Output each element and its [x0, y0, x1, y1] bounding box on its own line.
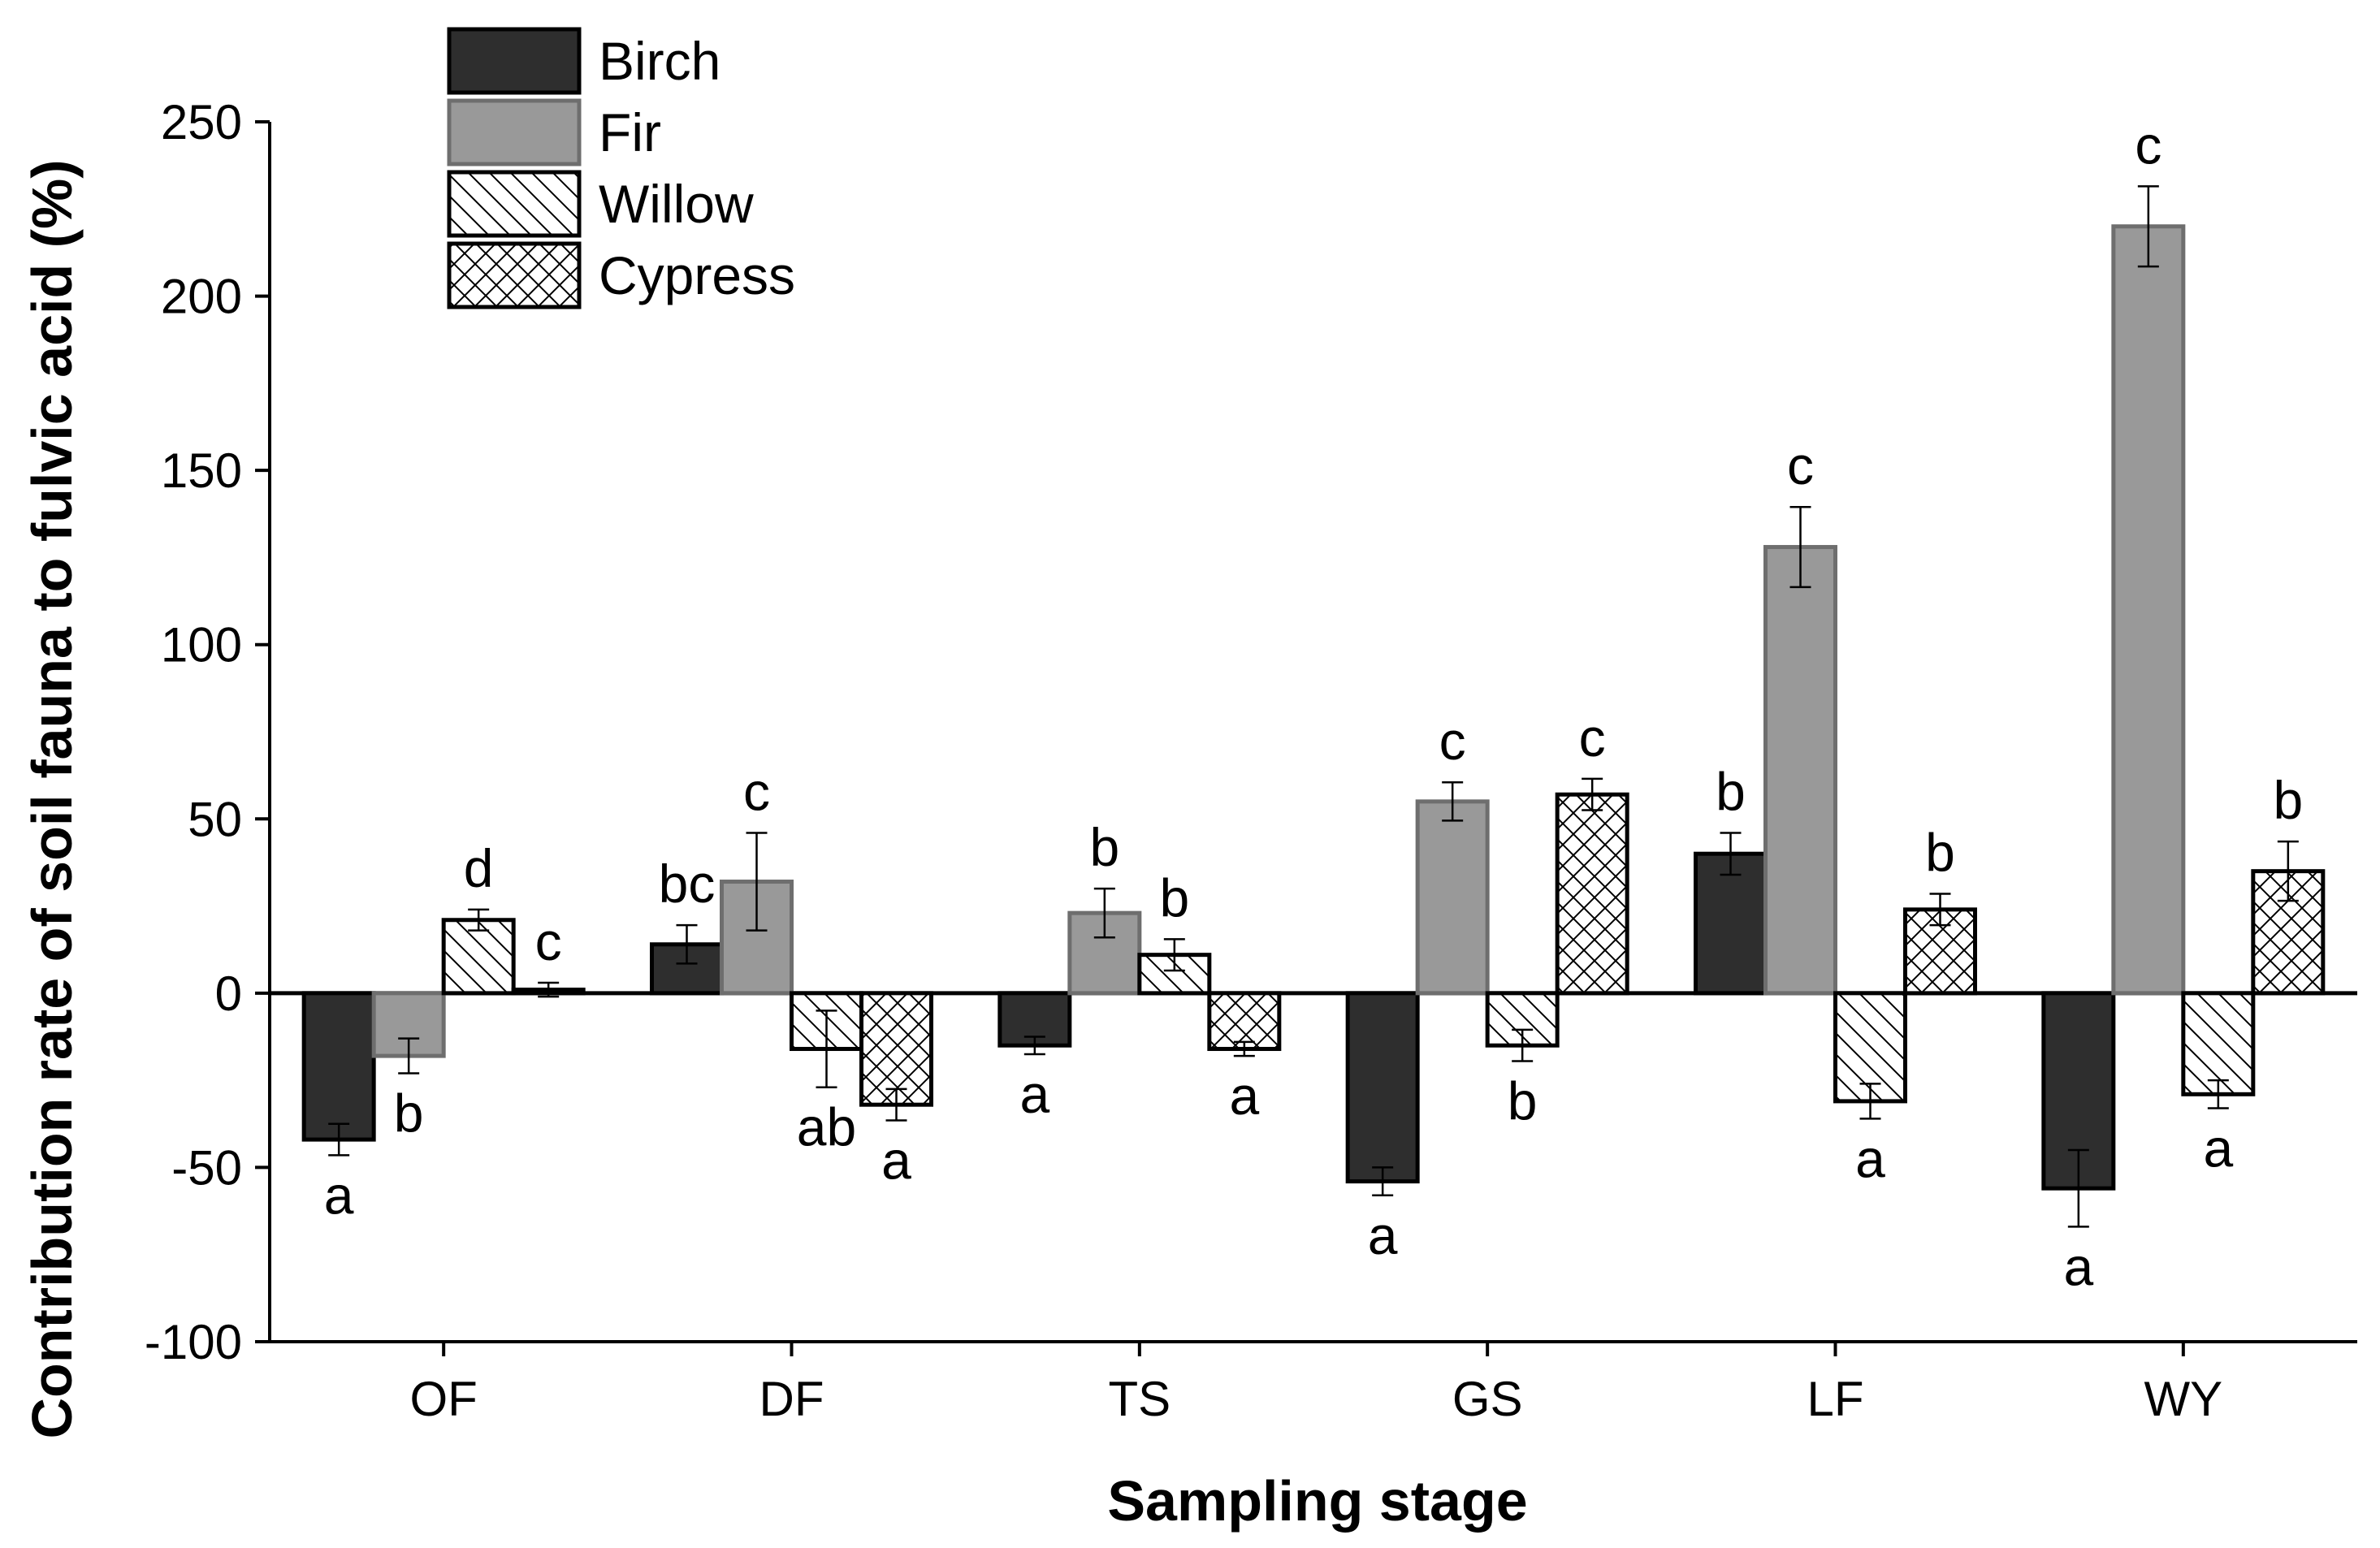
y-tick-label: 50 — [188, 792, 242, 846]
bar-birch — [1345, 991, 1420, 1184]
bar-willow — [441, 918, 516, 996]
legend-label-birch: Birch — [599, 31, 720, 91]
significance-letter-willow: ab — [797, 1097, 856, 1157]
bar-willow — [2181, 991, 2256, 1096]
x-tick-label: GS — [1452, 1372, 1523, 1426]
y-tick-label: 100 — [161, 618, 242, 672]
bar-fir — [2111, 224, 2186, 996]
legend-label-fir: Fir — [599, 102, 661, 162]
significance-letter-cypress: b — [2273, 770, 2303, 830]
x-tick-label: LF — [1807, 1372, 1863, 1426]
bar-cypress — [859, 991, 933, 1107]
y-tick-label: 150 — [161, 443, 242, 498]
legend-swatch-cypress — [447, 241, 582, 309]
significance-letter-birch: bc — [659, 854, 716, 914]
y-tick-label: 250 — [161, 95, 242, 149]
legend: Birch Fir Willow Cypress — [447, 27, 795, 309]
y-tick-label: -50 — [171, 1140, 242, 1195]
x-axis-title: Sampling stage — [1107, 1469, 1527, 1533]
significance-letter-willow: d — [464, 838, 494, 898]
significance-letter-birch: a — [1368, 1205, 1398, 1265]
bar-fir — [1763, 545, 1837, 996]
bar-birch — [301, 991, 376, 1142]
significance-letter-fir: b — [1089, 817, 1119, 877]
bar-cypress — [1555, 792, 1629, 996]
significance-letter-birch: a — [324, 1165, 354, 1225]
significance-letter-cypress: b — [1925, 823, 1955, 883]
legend-label-willow: Willow — [599, 174, 754, 234]
significance-letter-cypress: c — [535, 911, 562, 971]
significance-letter-willow: b — [1159, 867, 1189, 928]
y-tick-label: -100 — [145, 1315, 242, 1369]
legend-swatch-fir — [447, 98, 582, 166]
y-axis-title: Contribution rate of soil fauna to fulvi… — [20, 159, 84, 1438]
bar-fir — [1415, 799, 1490, 996]
legend-label-cypress: Cypress — [599, 245, 795, 305]
x-tick-label: OF — [410, 1372, 478, 1426]
significance-letter-willow: a — [2203, 1118, 2233, 1178]
significance-letter-cypress: c — [1579, 707, 1606, 768]
significance-letter-fir: c — [743, 761, 770, 821]
significance-letter-cypress: a — [1229, 1066, 1259, 1126]
bars — [301, 224, 2326, 1191]
significance-letter-fir: c — [1787, 435, 1814, 495]
x-tick-label: DF — [759, 1372, 824, 1426]
significance-letter-birch: a — [1019, 1064, 1049, 1124]
x-tick-label: TS — [1108, 1372, 1171, 1426]
significance-letter-fir: c — [1439, 711, 1466, 771]
y-tick-label: 200 — [161, 270, 242, 324]
significance-letter-birch: a — [2063, 1236, 2093, 1296]
axes: -100 -50 0 50 100 150 200 250 OF DF TS GS LF WY — [145, 95, 2357, 1426]
y-tick-label: 0 — [215, 966, 242, 1021]
significance-letter-fir: c — [2135, 115, 2161, 175]
significance-letter-willow: b — [1508, 1071, 1538, 1131]
legend-swatch-birch — [447, 27, 582, 95]
bar-cypress — [1207, 991, 1282, 1052]
legend-swatch-willow — [447, 170, 582, 238]
significance-letter-cypress: a — [881, 1130, 911, 1190]
significance-letter-birch: b — [1716, 761, 1746, 821]
x-tick-label: WY — [2144, 1372, 2223, 1426]
error-bars — [328, 185, 2299, 1228]
significance-letter-willow: a — [1855, 1128, 1885, 1188]
significance-letter-fir: b — [394, 1083, 424, 1144]
